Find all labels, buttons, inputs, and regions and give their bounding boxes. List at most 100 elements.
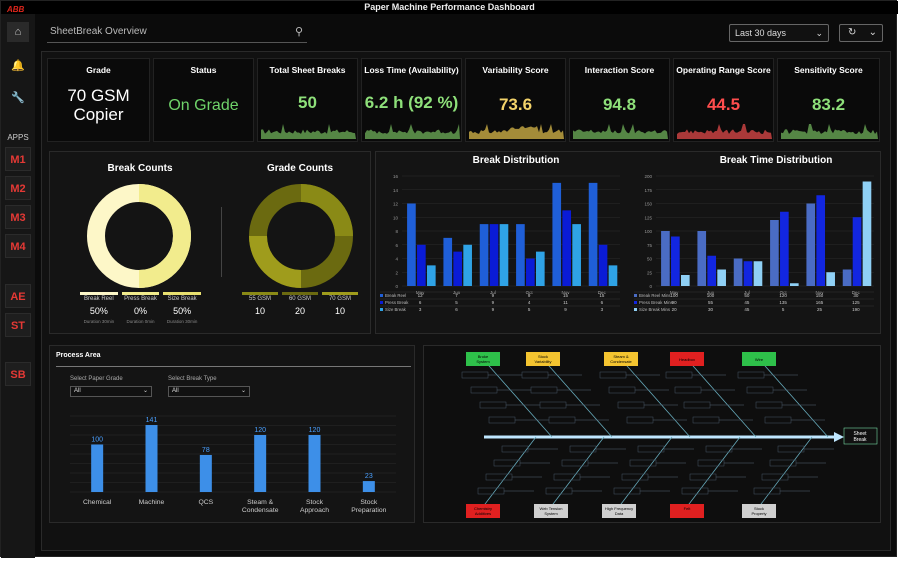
chart-bar[interactable]: [707, 255, 717, 286]
sub-cause-box[interactable]: [683, 401, 711, 409]
kpi-card[interactable]: Interaction Score 94.8: [569, 58, 670, 142]
chart-bar[interactable]: [806, 203, 816, 287]
sub-cause-box[interactable]: [521, 371, 549, 379]
sub-cause-box[interactable]: [681, 487, 709, 495]
chart-bar[interactable]: [552, 182, 562, 286]
sub-cause-box[interactable]: [613, 487, 641, 495]
sub-cause-box[interactable]: [753, 487, 781, 495]
sub-cause-box[interactable]: [501, 445, 529, 453]
chart-bar[interactable]: [145, 425, 158, 492]
bell-icon[interactable]: 🔔: [11, 60, 25, 72]
chart-bar[interactable]: [463, 244, 472, 286]
chart-bar[interactable]: [499, 224, 509, 286]
wrench-icon[interactable]: 🔧: [11, 92, 25, 104]
kpi-card[interactable]: Total Sheet Breaks 50: [257, 58, 358, 142]
fishbone-head[interactable]: [843, 427, 878, 445]
kpi-card[interactable]: Loss Time (Availability) 6.2 h (92 %): [361, 58, 462, 142]
home-icon[interactable]: ⌂: [7, 22, 29, 42]
sub-cause-box[interactable]: [530, 386, 558, 394]
sidebar-item-m2[interactable]: M2: [5, 176, 31, 200]
chart-bar[interactable]: [743, 261, 753, 286]
sub-cause-box[interactable]: [548, 416, 576, 424]
sub-cause-box[interactable]: [689, 473, 717, 481]
chart-bar[interactable]: [680, 275, 690, 286]
kpi-card[interactable]: Variability Score 73.6: [465, 58, 566, 142]
sub-cause-box[interactable]: [621, 473, 649, 481]
sidebar-item-m1[interactable]: M1: [5, 147, 31, 171]
sub-cause-box[interactable]: [477, 487, 505, 495]
chart-bar[interactable]: [862, 181, 872, 287]
sub-cause-box[interactable]: [637, 445, 665, 453]
cause-category-bottom[interactable]: [534, 504, 568, 518]
sidebar-item-m4[interactable]: M4: [5, 234, 31, 258]
chart-bar[interactable]: [852, 217, 862, 286]
sub-cause-box[interactable]: [777, 445, 805, 453]
chart-bar[interactable]: [816, 195, 826, 286]
chart-bar[interactable]: [479, 224, 489, 286]
paper-grade-dropdown[interactable]: All ⌄: [70, 386, 152, 397]
chart-bar[interactable]: [598, 244, 608, 286]
sub-cause-box[interactable]: [755, 401, 783, 409]
chart-bar[interactable]: [535, 251, 545, 286]
chart-bar[interactable]: [426, 265, 436, 286]
chart-bar[interactable]: [516, 224, 525, 286]
search-icon[interactable]: ⚲: [294, 26, 303, 38]
sub-cause-box[interactable]: [746, 386, 774, 394]
chart-bar[interactable]: [489, 224, 499, 286]
search-input[interactable]: SheetBreak Overview ⚲: [47, 21, 307, 43]
sub-cause-box[interactable]: [617, 401, 645, 409]
sidebar-item-sb[interactable]: SB: [5, 362, 31, 386]
sub-cause-box[interactable]: [626, 416, 654, 424]
chart-bar[interactable]: [770, 220, 779, 286]
chart-bar[interactable]: [780, 211, 789, 286]
kpi-card[interactable]: Sensitivity Score 83.2: [777, 58, 880, 142]
chart-bar[interactable]: [254, 435, 267, 492]
sub-cause-box[interactable]: [737, 371, 765, 379]
sub-cause-box[interactable]: [553, 473, 581, 481]
sub-cause-box[interactable]: [461, 371, 489, 379]
sidebar-item-m3[interactable]: M3: [5, 205, 31, 229]
sub-cause-box[interactable]: [674, 386, 702, 394]
sub-cause-box[interactable]: [692, 416, 720, 424]
cause-category-bottom[interactable]: [466, 504, 500, 518]
chart-bar[interactable]: [697, 231, 707, 286]
sidebar-item-ae[interactable]: AE: [5, 284, 31, 308]
sub-cause-box[interactable]: [764, 416, 792, 424]
kpi-card[interactable]: Status On Grade: [153, 58, 254, 142]
chart-bar[interactable]: [826, 272, 835, 286]
chart-bar[interactable]: [671, 236, 680, 287]
kpi-card[interactable]: Grade 70 GSM Copier: [47, 58, 150, 142]
cause-category-bottom[interactable]: [670, 504, 704, 518]
chart-bar[interactable]: [526, 258, 535, 287]
cause-category-top[interactable]: [526, 352, 560, 366]
chart-bar[interactable]: [733, 258, 743, 287]
chart-bar[interactable]: [91, 444, 104, 493]
refresh-button[interactable]: ↻ ⌄: [839, 24, 883, 42]
chart-bar[interactable]: [717, 269, 726, 287]
chart-bar[interactable]: [789, 283, 799, 286]
sub-cause-box[interactable]: [599, 371, 627, 379]
sub-cause-box[interactable]: [705, 445, 733, 453]
sub-cause-box[interactable]: [470, 386, 498, 394]
sub-cause-box[interactable]: [569, 445, 597, 453]
chart-bar[interactable]: [608, 265, 618, 286]
sub-cause-box[interactable]: [608, 386, 636, 394]
sub-cause-box[interactable]: [488, 416, 516, 424]
break-type-dropdown[interactable]: All ⌄: [168, 386, 250, 397]
sub-cause-box[interactable]: [485, 473, 513, 481]
chart-bar[interactable]: [661, 231, 670, 286]
sub-cause-box[interactable]: [761, 473, 789, 481]
chart-bar[interactable]: [842, 269, 852, 287]
chart-bar[interactable]: [308, 435, 321, 492]
cause-category-bottom[interactable]: [742, 504, 776, 518]
chart-bar[interactable]: [588, 182, 598, 286]
period-dropdown[interactable]: Last 30 days ⌄: [729, 24, 829, 42]
chart-bar[interactable]: [753, 261, 763, 286]
chart-bar[interactable]: [407, 203, 416, 287]
chart-bar[interactable]: [362, 481, 375, 492]
chart-bar[interactable]: [453, 251, 463, 286]
cause-category-top[interactable]: [742, 352, 776, 366]
sub-cause-box[interactable]: [665, 371, 693, 379]
chart-bar[interactable]: [417, 244, 426, 286]
cause-category-bottom[interactable]: [602, 504, 636, 518]
